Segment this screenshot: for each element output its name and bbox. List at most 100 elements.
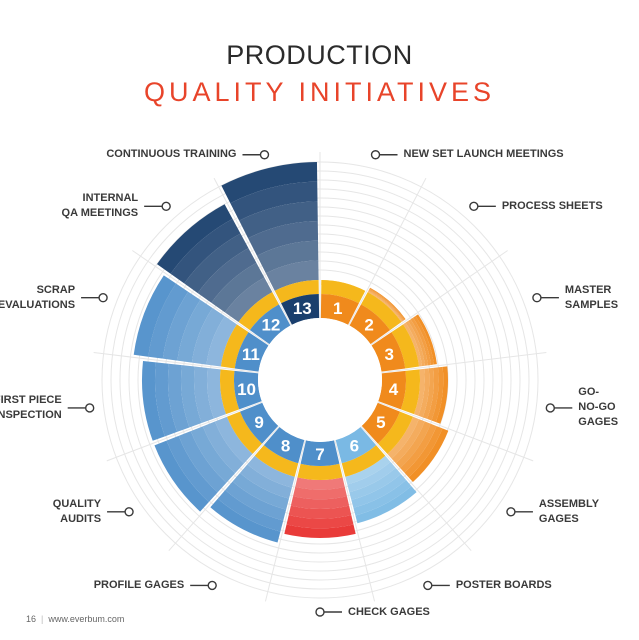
connector-dot-5	[506, 507, 516, 517]
segment-band-12	[224, 277, 273, 323]
guide-spoke	[333, 438, 376, 602]
initiative-label-line: FIRST PIECE	[0, 393, 62, 406]
connector-dot-12	[161, 201, 171, 212]
segment-band-12	[211, 262, 265, 313]
initiative-label-line: MASTER	[564, 283, 612, 296]
initiative-label-3: MASTER SAMPLES	[565, 283, 618, 313]
initiative-label-line: QA MEETINGS	[61, 207, 139, 220]
segment-number-cell-6	[335, 426, 377, 464]
initiative-label-line: NEW SET LAUNCH MEETINGS	[403, 148, 564, 161]
segment-yellow-ring-2	[361, 292, 402, 331]
segment-yellow-ring-4	[400, 369, 420, 415]
segment-band-4	[427, 367, 439, 421]
segment-band-3	[413, 316, 434, 365]
segment-number-6: 6	[350, 437, 359, 456]
segment-number-11: 11	[242, 345, 260, 364]
segment-band-10	[141, 361, 165, 441]
title-line-2: QUALITY INITIATIVES	[143, 77, 496, 107]
initiative-label-line: SAMPLES	[564, 298, 619, 311]
segment-band-11	[148, 283, 189, 359]
initiative-label-line: SCRAP	[36, 283, 76, 296]
connector-dot-9	[124, 507, 134, 517]
segment-band-9	[190, 426, 236, 483]
segment-number-cell-13	[281, 294, 320, 325]
segment-band-6	[349, 467, 401, 500]
segment-band-3	[410, 317, 431, 366]
segment-band-5	[408, 428, 449, 483]
initiative-label-12: INTERNAL QA MEETINGS	[62, 191, 139, 221]
page-number: 16	[26, 614, 37, 624]
segment-band-13	[230, 181, 318, 221]
segment-band-6	[353, 480, 412, 516]
segment-band-9	[178, 431, 227, 493]
initiative-label-line: QUALITY	[52, 497, 102, 510]
connector-dot-2	[469, 201, 479, 212]
segment-number-8: 8	[281, 437, 290, 456]
segment-number-13: 13	[293, 299, 312, 318]
segment-number-cell-4	[378, 370, 406, 410]
guide-spoke	[347, 177, 427, 328]
initiative-label-10: FIRST PIECE INSPECTION	[0, 393, 62, 423]
segment-band-8	[210, 498, 281, 543]
initiative-label-line: INTERNAL	[82, 192, 139, 205]
segment-yellow-ring-6	[341, 445, 386, 477]
segment-band-12	[197, 248, 257, 303]
segment-band-12	[157, 204, 233, 274]
segment-yellow-ring-9	[227, 411, 263, 454]
segment-number-cell-5	[361, 402, 400, 444]
segment-band-8	[217, 490, 284, 532]
initiative-label-line: GO-	[578, 386, 600, 399]
connector-dot-13	[259, 150, 270, 160]
segment-band-12	[170, 218, 241, 284]
guide-spoke	[132, 250, 271, 347]
segment-number-2: 2	[364, 316, 373, 335]
initiative-label-4: GO- NO-GO GAGES	[578, 385, 618, 430]
segment-number-12: 12	[261, 316, 280, 335]
initiative-label-line: PROFILE GAGES	[93, 578, 185, 591]
connector-dot-1	[370, 150, 381, 160]
initiative-label-5: ASSEMBLY GAGES	[539, 497, 599, 527]
segment-band-5	[404, 426, 443, 478]
segment-band-3	[415, 314, 437, 365]
segment-band-6	[355, 486, 417, 524]
segment-band-13	[221, 162, 318, 204]
segment-yellow-ring-12	[238, 292, 279, 331]
segment-band-9	[202, 421, 244, 474]
segment-band-6	[351, 473, 407, 508]
initiative-label-line: EVALUATIONS	[0, 298, 76, 311]
segment-band-4	[435, 366, 448, 424]
connector-dot-3	[532, 293, 542, 303]
segment-yellow-ring-11	[220, 324, 249, 369]
initiative-label-9: QUALITY AUDITS	[53, 497, 101, 527]
connector-dot-7	[315, 607, 325, 617]
segment-band-12	[184, 233, 249, 294]
segment-band-11	[191, 308, 225, 365]
segment-band-11	[162, 291, 201, 361]
connector-dot-4	[545, 403, 556, 413]
segment-number-10: 10	[237, 380, 256, 399]
guide-spoke	[168, 424, 281, 551]
segment-number-4: 4	[389, 380, 399, 399]
guide-spoke	[264, 438, 307, 602]
initiative-label-11: SCRAP EVALUATIONS	[0, 283, 75, 313]
segment-band-13	[256, 240, 319, 274]
guide-spoke	[379, 352, 547, 374]
segment-number-cell-12	[249, 304, 291, 345]
initiative-label-line: CONTINUOUS TRAINING	[106, 148, 237, 161]
guide-spoke	[93, 352, 261, 374]
segment-band-7	[293, 486, 347, 500]
segment-yellow-ring-3	[391, 324, 420, 369]
initiative-label-6: POSTER BOARDS	[456, 578, 552, 593]
initiative-label-line: GAGES	[538, 512, 579, 525]
segment-band-6	[345, 455, 391, 485]
segment-band-6	[347, 461, 396, 493]
segment-band-7	[284, 524, 356, 539]
segment-band-13	[265, 260, 319, 291]
connector-dot-11	[98, 293, 108, 303]
segment-number-cell-11	[234, 332, 269, 372]
segment-number-cell-2	[349, 304, 391, 345]
segment-band-13	[248, 221, 319, 256]
segment-band-10	[181, 365, 202, 428]
segment-number-1: 1	[333, 299, 342, 318]
